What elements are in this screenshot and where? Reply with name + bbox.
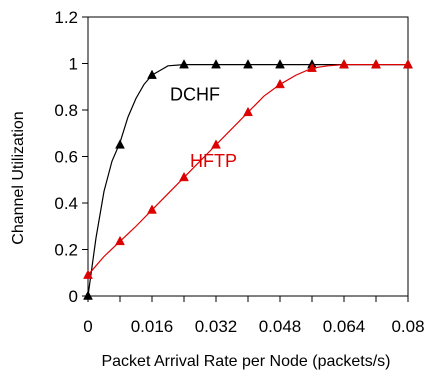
x-tick-label: 0.048 [259,317,302,336]
series-label-hftp: HFTP [190,151,237,171]
series-layer [83,59,413,300]
data-point-dchf [83,290,93,300]
data-point-hftp [307,62,317,72]
data-point-dchf [147,69,157,79]
data-point-dchf [115,139,125,149]
data-point-dchf [275,59,285,69]
data-point-hftp [211,139,221,149]
plot-area [87,16,409,297]
y-tick-label: 0.8 [54,101,78,120]
x-tick-label: 0.08 [391,317,424,336]
annotation-layer: DCHF HFTP [170,85,237,171]
data-point-hftp [179,171,189,182]
data-point-hftp [83,269,93,279]
plot-border [87,16,409,297]
series-label-dchf: DCHF [170,85,220,105]
data-point-hftp [115,235,125,246]
y-tick-label: 0.2 [54,241,78,260]
series-line-hftp [87,64,408,276]
data-point-hftp [339,59,349,69]
y-tick-label: 0.4 [54,194,78,213]
data-point-hftp [275,78,285,89]
data-point-dchf [243,59,253,69]
y-tick-label: 0.6 [54,148,78,167]
x-tick-label: 0 [83,317,92,336]
data-point-hftp [243,106,253,117]
y-tick-label: 1.2 [54,8,78,27]
x-axis: 0 0.016 0.032 0.048 0.064 0.08 [83,296,425,336]
series-dchf [83,59,413,300]
x-tick-label: 0.064 [323,317,366,336]
data-point-hftp [403,59,413,69]
data-point-dchf [179,59,189,69]
data-point-hftp [371,59,381,69]
series-line-dchf [87,64,408,297]
y-tick-label: 0 [69,287,78,306]
x-tick-label: 0.032 [195,317,238,336]
data-point-hftp [147,204,157,214]
data-point-dchf [211,59,221,69]
y-tick-label: 1 [69,55,78,74]
series-hftp [83,59,413,279]
y-axis-title: Channel Utilization [10,111,27,244]
y-axis: 0 0.2 0.4 0.6 0.8 1 1.2 [54,8,88,306]
x-tick-label: 0.016 [131,317,174,336]
x-axis-title: Packet Arrival Rate per Node (packets/s) [101,353,390,370]
